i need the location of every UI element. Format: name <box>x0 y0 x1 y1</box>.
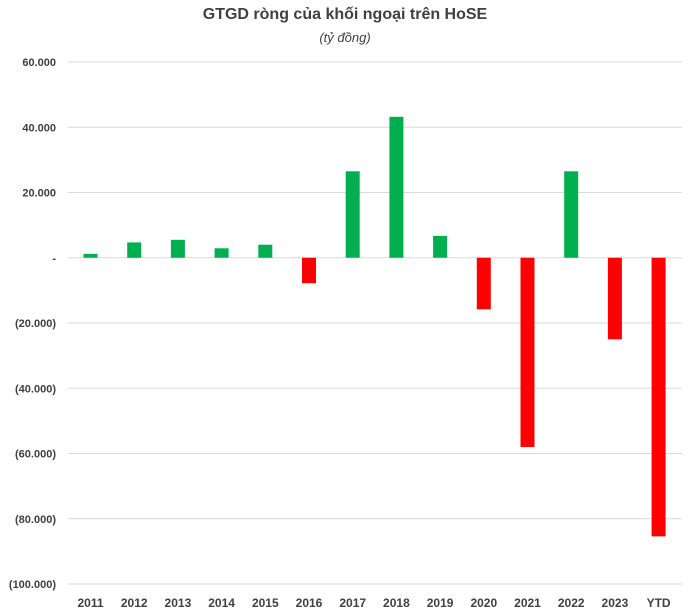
bar-2018 <box>389 116 404 258</box>
gridlines <box>68 61 682 585</box>
x-tick-label: 2014 <box>208 596 235 610</box>
bar-2014 <box>214 248 229 258</box>
x-tick-label: 2011 <box>77 596 103 610</box>
chart-title: GTGD ròng của khối ngoại trên HoSE <box>202 6 488 23</box>
y-tick-label: (80.000) <box>15 514 56 526</box>
chart-subtitle: (tỷ đồng) <box>319 30 371 45</box>
y-tick-label: - <box>52 253 56 265</box>
x-axis: 2011 2012 2013 2014 2015 2016 2017 2018 2019 2020… <box>77 596 670 610</box>
x-tick-label: 2019 <box>427 596 454 610</box>
x-tick-label: 2016 <box>296 596 323 610</box>
x-tick-label: 2021 <box>514 596 541 610</box>
bar-2013 <box>170 239 185 258</box>
bar-2012 <box>127 242 142 258</box>
bar-2021 <box>520 257 535 447</box>
y-tick-label: 60.000 <box>22 57 56 69</box>
x-tick-label: 2015 <box>252 596 279 610</box>
bar-ytd <box>651 257 666 537</box>
bar-2019 <box>433 235 448 258</box>
x-tick-label: 2012 <box>121 596 148 610</box>
y-tick-label: 40.000 <box>22 122 56 134</box>
x-tick-label: 2017 <box>339 596 366 610</box>
bar-2016 <box>302 257 316 284</box>
bar-2022 <box>564 171 579 258</box>
y-axis: 60.000 40.000 20.000 - (20.000) (40.000) (60.0… <box>9 57 56 591</box>
bars <box>83 116 666 537</box>
y-tick-label: (60.000) <box>15 449 56 461</box>
y-tick-label: 20.000 <box>22 188 56 200</box>
x-tick-label: 2018 <box>383 596 410 610</box>
y-tick-label: (20.000) <box>15 318 56 330</box>
bar-2011 <box>83 253 98 258</box>
y-tick-label: (40.000) <box>15 383 56 395</box>
bar-2020 <box>476 257 491 310</box>
bar-2023 <box>607 257 622 340</box>
x-tick-label: YTD <box>647 596 671 610</box>
x-tick-label: 2013 <box>165 596 192 610</box>
bar-2015 <box>258 244 273 258</box>
bar-2017 <box>345 171 360 258</box>
x-tick-label: 2022 <box>558 596 585 610</box>
x-tick-label: 2023 <box>602 596 629 610</box>
x-tick-label: 2020 <box>470 596 497 610</box>
y-tick-label: (100.000) <box>9 579 56 591</box>
